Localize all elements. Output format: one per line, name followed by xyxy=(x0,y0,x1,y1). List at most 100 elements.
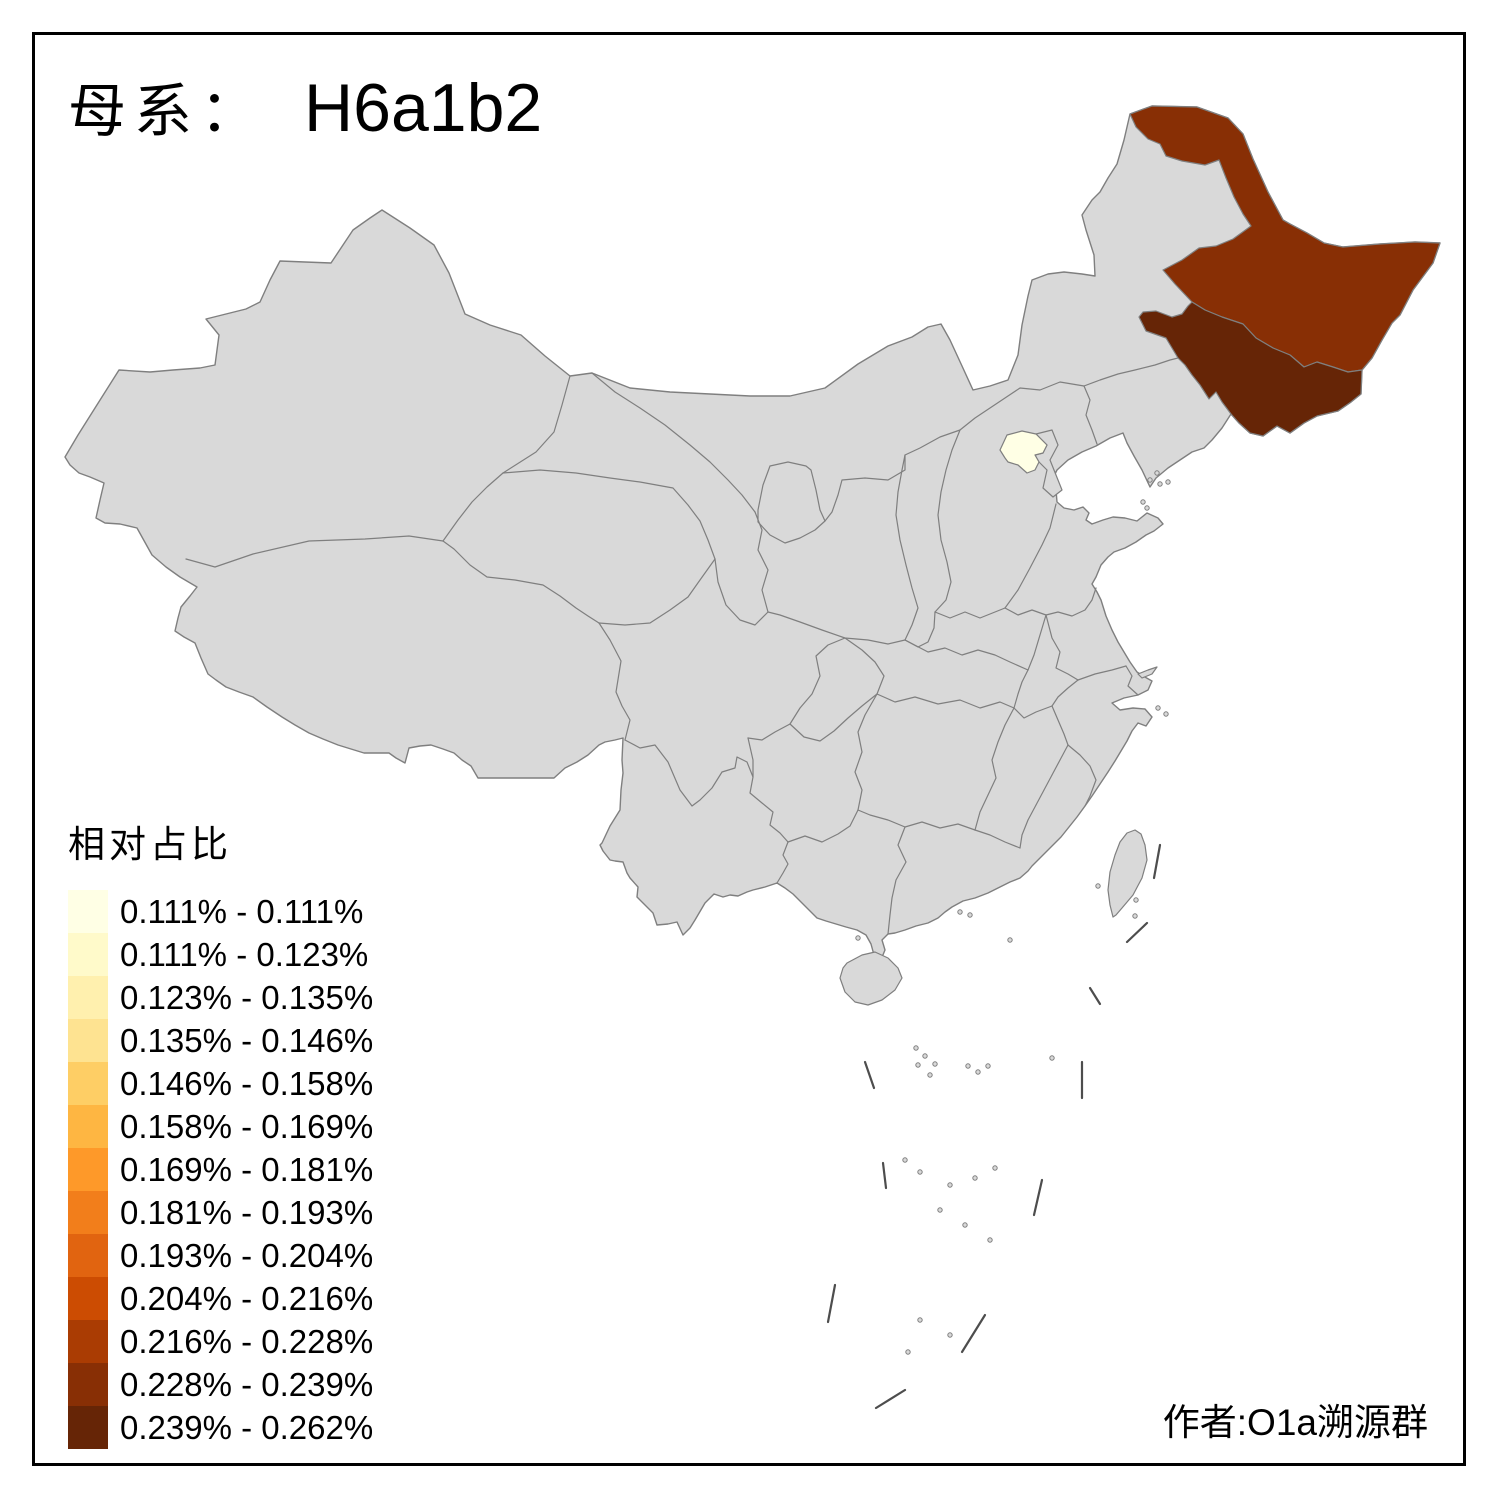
legend-swatch xyxy=(68,1320,108,1363)
province-border xyxy=(1083,385,1098,445)
province-border xyxy=(1045,614,1079,681)
small-island-dot xyxy=(975,1069,981,1075)
province-jilin xyxy=(1138,301,1363,437)
small-island-dot xyxy=(937,1207,943,1213)
province-border xyxy=(789,637,885,742)
small-island-dot xyxy=(985,1063,991,1069)
small-island-dot xyxy=(972,1175,978,1181)
small-island-dot xyxy=(1155,705,1161,711)
legend-item: 0.135% - 0.146% xyxy=(68,1019,373,1062)
legend-item: 0.181% - 0.193% xyxy=(68,1191,373,1234)
small-island-dot xyxy=(992,1165,998,1171)
legend-label: 0.123% - 0.135% xyxy=(120,978,374,1016)
province-border xyxy=(1051,679,1079,707)
legend-items: 0.111% - 0.111% 0.111% - 0.123% 0.123% - 0… xyxy=(68,890,373,1449)
legend-label: 0.228% - 0.239% xyxy=(120,1365,374,1403)
province-border xyxy=(185,535,444,568)
legend-item: 0.111% - 0.123% xyxy=(68,933,373,976)
province-border xyxy=(1013,669,1029,709)
province-border xyxy=(1004,503,1057,609)
small-island-dot xyxy=(927,1072,933,1078)
province-border xyxy=(974,707,1015,831)
small-island-dot xyxy=(855,935,861,941)
nine-dash-line-segment xyxy=(874,1388,907,1410)
island-taiwan xyxy=(1107,829,1148,918)
legend-swatch xyxy=(68,1406,108,1449)
nine-dash-line-segment xyxy=(1088,986,1102,1006)
province-border xyxy=(895,454,919,641)
small-island-dot xyxy=(962,1222,968,1228)
province-border xyxy=(1077,665,1127,681)
province-border xyxy=(776,841,789,884)
province-border xyxy=(1067,744,1097,807)
province-border xyxy=(591,372,756,513)
legend-swatch xyxy=(68,1062,108,1105)
small-island-dot xyxy=(905,1349,911,1355)
title-lineage-label: 母系： xyxy=(68,79,267,144)
legend-swatch xyxy=(68,976,108,1019)
small-island-dot xyxy=(1163,711,1169,717)
legend-label: 0.193% - 0.204% xyxy=(120,1236,374,1274)
province-border xyxy=(598,558,716,626)
legend-label: 0.216% - 0.228% xyxy=(120,1322,374,1360)
legend-label: 0.169% - 0.181% xyxy=(120,1150,374,1188)
nine-dash-line-segment xyxy=(1125,921,1149,944)
legend-label: 0.181% - 0.193% xyxy=(120,1193,374,1231)
legend-item: 0.111% - 0.111% xyxy=(68,890,373,933)
small-island-dot xyxy=(1132,913,1138,919)
legend-swatch xyxy=(68,1105,108,1148)
small-island-dot xyxy=(917,1317,923,1323)
legend-item: 0.169% - 0.181% xyxy=(68,1148,373,1191)
province-border xyxy=(787,809,859,843)
province-border xyxy=(747,737,754,778)
province-border xyxy=(854,693,878,811)
province-border xyxy=(1125,665,1139,696)
province-border xyxy=(824,381,1085,522)
attribution-text: 作者:O1a溯源群 xyxy=(1162,1402,1428,1443)
province-border xyxy=(1027,614,1047,671)
legend-swatch xyxy=(68,890,108,933)
province-border xyxy=(934,607,1006,619)
nine-dash-line-segment xyxy=(960,1313,987,1354)
legend-swatch xyxy=(68,1148,108,1191)
small-island-dot xyxy=(932,1061,938,1067)
legend-item: 0.228% - 0.239% xyxy=(68,1363,373,1406)
island-chongming xyxy=(1137,666,1158,679)
small-island-dot xyxy=(917,1169,923,1175)
page-title: 母系： H6a1b2 xyxy=(68,64,542,148)
small-island-dot xyxy=(1007,937,1013,943)
nine-dash-line-segment xyxy=(863,1060,876,1090)
nine-dash-line-segment xyxy=(826,1283,837,1324)
small-island-dot xyxy=(902,1157,908,1163)
province-border xyxy=(1019,744,1069,849)
small-island-dot xyxy=(922,1053,928,1059)
province-border xyxy=(1045,587,1097,617)
small-island-dot xyxy=(1049,1055,1055,1061)
small-island-dot xyxy=(1154,470,1160,476)
mainland-outline xyxy=(64,105,1441,963)
province-border xyxy=(1004,607,1047,616)
small-island-dot xyxy=(1133,897,1139,903)
legend-label: 0.239% - 0.262% xyxy=(120,1408,374,1446)
small-island-dot xyxy=(1095,883,1101,889)
province-border xyxy=(442,472,504,542)
small-island-dot xyxy=(913,1045,919,1051)
legend-swatch xyxy=(68,1277,108,1320)
province-border xyxy=(767,611,906,645)
island-hainan xyxy=(839,951,903,1006)
province-border xyxy=(624,739,789,843)
province-border xyxy=(904,821,976,831)
legend-item: 0.158% - 0.169% xyxy=(68,1105,373,1148)
province-border xyxy=(502,375,571,474)
legend-item: 0.239% - 0.262% xyxy=(68,1406,373,1449)
legend-label: 0.158% - 0.169% xyxy=(120,1107,374,1145)
province-beijing xyxy=(999,430,1048,474)
legend-label: 0.111% - 0.111% xyxy=(120,892,364,930)
legend-item: 0.146% - 0.158% xyxy=(68,1062,373,1105)
province-border xyxy=(754,511,769,613)
small-island-dot xyxy=(987,1237,993,1243)
legend-label: 0.111% - 0.123% xyxy=(120,935,369,973)
legend-item: 0.123% - 0.135% xyxy=(68,976,373,1019)
province-border xyxy=(876,693,1015,709)
